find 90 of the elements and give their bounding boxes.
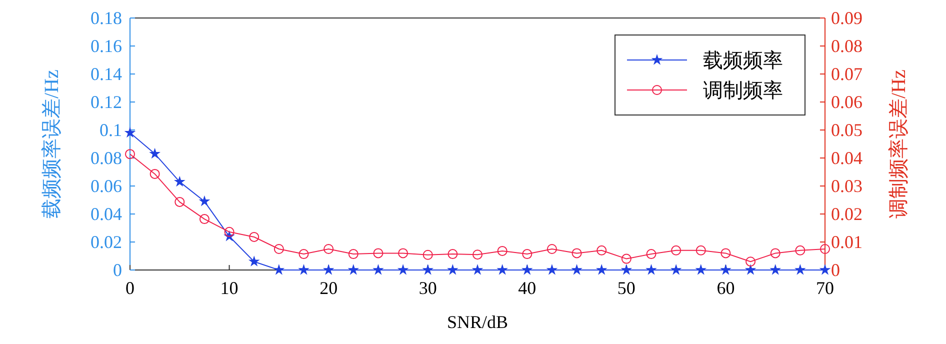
y2-tick-label: 0.08 <box>831 36 862 56</box>
point <box>596 245 607 256</box>
point <box>322 264 334 275</box>
y-tick-label: 0.08 <box>90 148 122 168</box>
point <box>646 249 656 260</box>
y2-tick-label: 0.05 <box>831 120 862 140</box>
point <box>620 264 632 275</box>
point <box>572 248 582 258</box>
y-tick-label: 0.16 <box>90 36 122 56</box>
point <box>398 248 408 258</box>
point <box>248 256 260 266</box>
legend-label: 调制频率 <box>703 80 783 102</box>
point <box>546 244 557 254</box>
y-tick-label: 0.04 <box>90 204 122 224</box>
point <box>249 232 260 242</box>
point <box>571 264 582 275</box>
point <box>224 226 234 237</box>
point <box>770 248 780 258</box>
point <box>720 264 732 275</box>
y2-axis-title: 调制频率误差/Hz <box>888 69 910 218</box>
y2-tick-label: 0.04 <box>831 148 862 168</box>
point <box>670 264 682 275</box>
point <box>819 264 831 275</box>
point <box>199 214 210 224</box>
point <box>720 248 731 258</box>
point <box>125 149 135 160</box>
point <box>794 264 806 275</box>
point <box>298 264 310 275</box>
point <box>422 264 434 275</box>
point <box>348 264 360 275</box>
y-tick-label: 0.1 <box>100 120 122 140</box>
point <box>422 250 433 260</box>
point <box>298 249 309 260</box>
point <box>546 264 558 275</box>
y-tick-label: 0.02 <box>90 232 122 252</box>
legend-label: 载频频率 <box>703 50 783 72</box>
x-axis-title: SNR/dB <box>446 312 508 332</box>
point <box>397 264 409 275</box>
point <box>174 176 186 187</box>
point <box>472 264 484 275</box>
x-tick-label: 30 <box>418 278 437 298</box>
point <box>124 126 136 138</box>
point <box>348 249 358 260</box>
point <box>149 148 160 159</box>
y-tick-label: 0.06 <box>90 176 122 196</box>
point <box>447 264 458 275</box>
y2-tick-label: 0.09 <box>831 8 862 28</box>
y2-tick-label: 0.07 <box>831 64 862 84</box>
point <box>695 264 707 275</box>
y-tick-label: 0 <box>113 260 122 280</box>
point <box>696 245 706 256</box>
point <box>596 264 608 275</box>
point <box>448 249 458 260</box>
point <box>795 245 806 256</box>
point <box>820 244 830 254</box>
point <box>324 244 334 254</box>
y-axis-title: 载频频率误差/Hz <box>41 69 63 218</box>
point <box>372 264 384 275</box>
y2-tick-label: 0.02 <box>831 204 862 224</box>
y-tick-label: 0.12 <box>90 92 122 112</box>
y2-tick-label: 0 <box>831 260 840 280</box>
point <box>373 248 384 258</box>
point <box>646 264 657 275</box>
y2-tick-label: 0.01 <box>831 232 862 252</box>
point <box>621 254 632 264</box>
y2-tick-label: 0.06 <box>831 92 862 112</box>
point <box>671 245 682 256</box>
y2-tick-label: 0.03 <box>831 176 862 196</box>
x-tick-label: 40 <box>518 278 536 298</box>
point <box>746 256 756 267</box>
point <box>522 249 532 260</box>
x-tick-label: 10 <box>220 278 238 298</box>
y-tick-label: 0.18 <box>90 8 122 28</box>
point <box>198 195 210 206</box>
y-tick-label: 0.14 <box>90 64 122 84</box>
point <box>497 246 508 256</box>
point <box>273 264 285 275</box>
point <box>274 244 284 254</box>
x-tick-label: 0 <box>126 278 134 298</box>
x-tick-label: 50 <box>617 278 636 298</box>
point <box>521 264 533 275</box>
x-tick-label: 70 <box>816 278 834 298</box>
point <box>744 264 756 275</box>
point <box>770 264 782 275</box>
point <box>472 250 482 260</box>
x-tick-label: 60 <box>716 278 735 298</box>
point <box>150 168 160 179</box>
x-tick-label: 20 <box>320 278 338 298</box>
point <box>174 196 185 207</box>
point <box>496 264 508 275</box>
